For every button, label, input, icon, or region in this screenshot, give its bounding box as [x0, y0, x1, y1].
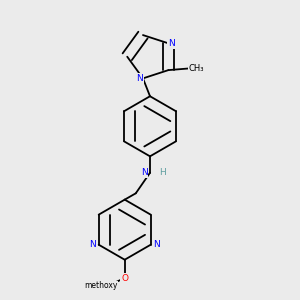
Text: N: N	[153, 240, 160, 249]
Text: methoxy: methoxy	[84, 281, 118, 290]
Text: N: N	[168, 39, 175, 48]
Text: CH₃: CH₃	[188, 64, 204, 73]
Text: O: O	[121, 274, 128, 283]
Text: N: N	[141, 168, 148, 177]
Text: N: N	[136, 74, 143, 83]
Text: N: N	[89, 240, 96, 249]
Text: H: H	[159, 168, 165, 177]
